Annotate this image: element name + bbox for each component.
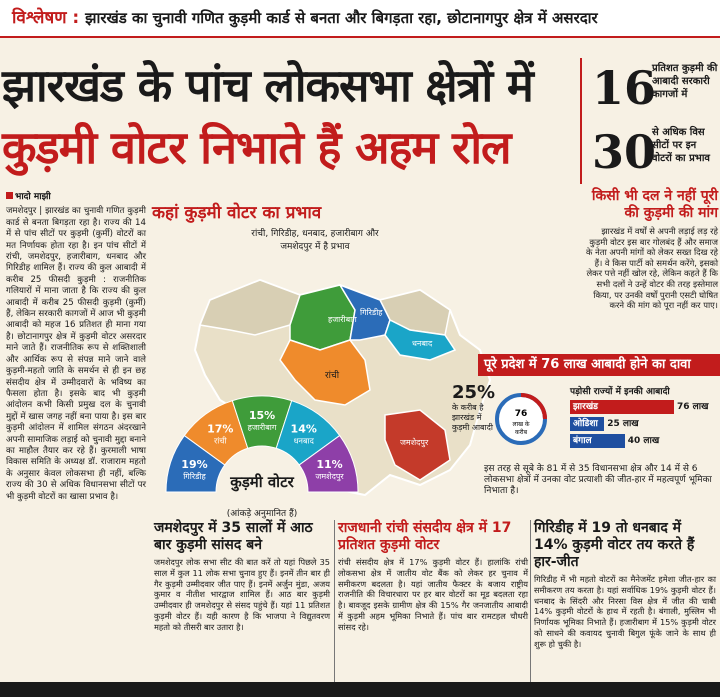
population-share: 25% के करीब है झारखंड में कुड़मी आबादी [452,382,532,433]
ranchi-body: रांची संसदीय क्षेत्र में 17% कुड़मी वोटर… [338,557,528,632]
dhanbad-region [384,318,457,361]
gauge-name-label: धनबाद [294,437,315,446]
giridih-column: गिरिडीह में 19 तो धनबाद में 14% कुड़मी व… [534,520,716,697]
gauge-pct-label: 11% [316,458,342,471]
population-pct: 25% [452,382,496,403]
neighbors-title: पड़ोसी राज्यों में इनकी आबादी [570,387,670,397]
analysis-label: विश्लेषण : [12,8,80,28]
stat-16: 16 प्रतिशत कुड़मी की आबादी सरकारी कागजों… [592,58,718,120]
footer-bar [0,682,720,697]
map-label-giridih: गिरिडीह [360,307,383,317]
map-title: कहां कुड़मी वोटर का प्रभाव [152,203,322,223]
giridih-body: गिरिडीह में भी महतो वोटरों का मैनेजमेंट … [534,574,716,649]
state-bar: ओडिशा [570,417,605,431]
jamshedpur-body: जमशेदपुर लोक सभा सीट की बात करें तो यहां… [154,557,330,632]
map-label-hazaribagh: हजारीबाग [328,314,357,324]
ranchi-column: राजधानी रांची संसदीय क्षेत्र में 17 प्रत… [338,520,528,697]
gauge-pct-label: 14% [291,423,317,436]
state-value: 40 लाख [627,436,660,446]
population-banner: पूरे प्रदेश में 76 लाख आबादी होने का दाव… [478,354,720,376]
byline-text: भादो माझी [15,192,51,202]
gauge-pct-label: 19% [181,458,207,471]
headline-line-1: झारखंड के पांच लोकसभा क्षेत्रों में [2,59,534,112]
left-article-body: जमशेदपुर | झारखंड का चुनावी गणित कुड़मी … [6,206,146,502]
map-label-jamshedpur: जमशेदपुर [400,437,429,448]
jamshedpur-title: जमशेदपुर में 35 सालों में आठ बार कुड़मी … [154,520,313,553]
gauge-pct-label: 17% [207,423,233,436]
column-divider [334,520,335,690]
jamshedpur-column: जमशेदपुर में 35 सालों में आठ बार कुड़मी … [154,520,330,697]
gauge-note: (आंकड़े अनुमानित हैं) [227,507,298,519]
ranchi-title: राजधानी रांची संसदीय क्षेत्र में 17 प्रत… [338,520,512,553]
jharkhand-map: हजारीबाग गिरिडीह धनबाद रांची जमशेदपुर [193,278,492,497]
gauge-center-label: कुड़मी वोटर [229,473,294,492]
pie-label: 76 [515,409,528,419]
state-value: 76 लाख [677,402,709,412]
giridih-title: गिरिडीह में 19 तो धनबाद में 14% कुड़मी व… [534,520,695,570]
gauge-name-label: रांची [214,436,227,446]
stat-text: से अधिक विस सीटों पर इन वोटरों का प्रभाव [652,127,710,164]
ranchi-region [279,339,371,406]
top-banner-text: झारखंड का चुनावी गणित कुड़मी कार्ड से बन… [85,9,598,27]
state-row: ओडिशा 25 लाख [570,417,718,431]
demand-title: किसी भी दल ने नहीं पूरी की कुड़मी की मां… [591,188,718,221]
state-bar: बंगाल [570,434,625,448]
map-label-ranchi: रांची [325,369,340,381]
district-shape [198,279,301,336]
state-row: बंगाल 40 लाख [570,434,718,448]
gauge-segment-4 [298,434,359,493]
stat-number: 16 [592,61,657,115]
bullet-icon [6,192,13,199]
population-pie: 76 लाख के करीब [495,393,547,445]
stat-30: 30 से अधिक विस सीटों पर इन वोटरों का प्र… [592,122,718,184]
divider [580,58,582,184]
map-subtitle: रांची, गिरिडीह, धनबाद, हजारीबाग और जमशेद… [251,229,379,252]
top-banner: विश्लेषण : झारखंड का चुनावी गणित कुड़मी … [0,0,720,38]
byline: भादो माझी [6,192,146,203]
state-row: झारखंड 76 लाख [570,400,718,414]
pie-slice [520,393,547,420]
gauge-pct-label: 15% [249,409,275,422]
column-divider [530,520,531,690]
constituency-note: इस तरह से सूबे के 81 में से 35 विधानसभा … [484,464,712,496]
demand-box: किसी भी दल ने नहीं पूरी की कुड़मी की मां… [586,188,718,311]
map-label-dhanbad: धनबाद [412,339,433,348]
left-article: भादो माझी जमशेदपुर | झारखंड का चुनावी गण… [6,192,146,503]
population-pct-text: के करीब है झारखंड में कुड़मी आबादी [452,403,493,432]
state-value: 25 लाख [607,419,639,429]
headline: झारखंड के पांच लोकसभा क्षेत्रों में कुड़… [2,55,582,179]
state-bar: झारखंड [570,400,674,414]
gauge-name-label: गिरिडीह [183,471,206,481]
jamshedpur-region [384,409,451,481]
neighbor-states: पड़ोसी राज्यों में इनकी आबादी झारखंड 76 ल… [570,384,718,451]
headline-line-2: कुड़मी वोटर निभाते हैं अहम रोल [2,121,512,174]
gauge-name-label: जमशेदपुर [315,471,344,482]
pie-label-sub2: करीब [515,428,528,436]
demand-body: झारखंड में वर्षों से अपनी लड़ाई लड़ रहे … [586,226,718,311]
stat-text: प्रतिशत कुड़मी की आबादी सरकारी कागजों मे… [652,63,718,100]
voter-gauge: 19%गिरिडीह 17%रांची 15%हजारीबाग 14%धनबाद 11%… [165,395,359,519]
gauge-name-label: हजारीबाग [248,422,277,432]
pie-label-sub: लाख के [512,420,529,428]
giridih-region [338,283,391,341]
stat-number: 30 [592,125,657,179]
